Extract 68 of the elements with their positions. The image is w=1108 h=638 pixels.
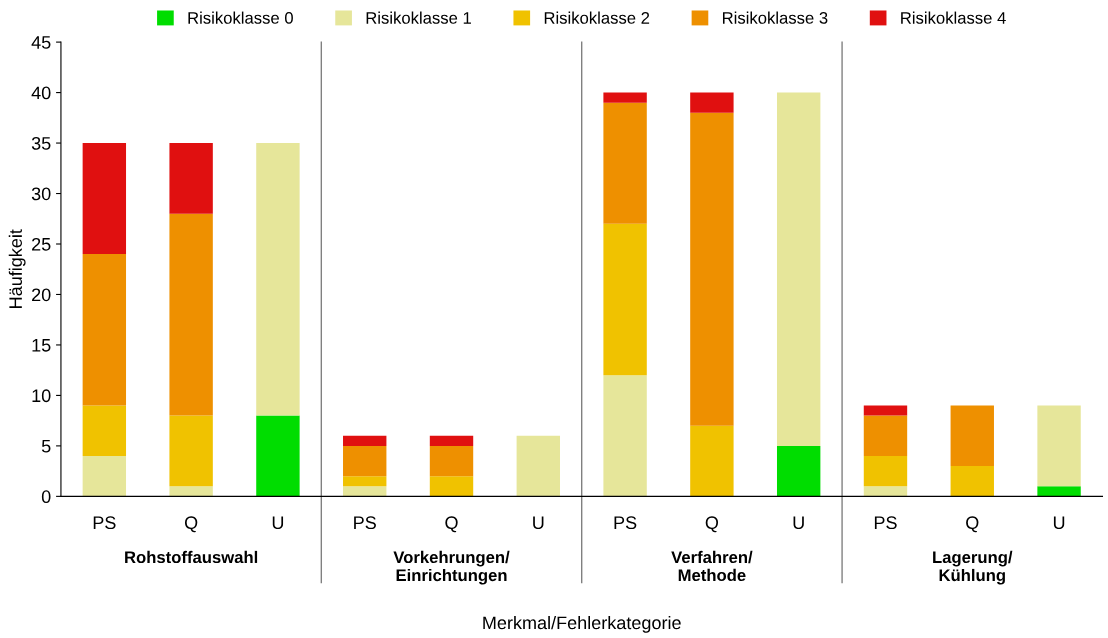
- x-tick-label: PS: [874, 516, 897, 530]
- x-tick-label: U: [1053, 516, 1065, 530]
- bar: [429, 435, 474, 446]
- x-tick-label: PS: [614, 516, 637, 530]
- bar: [169, 415, 213, 487]
- bar: [1037, 486, 1081, 497]
- x-axis-title: Merkmal/Fehlerkategorie: [483, 615, 681, 633]
- bar: [429, 445, 474, 477]
- bar: [863, 455, 908, 487]
- y-tick-label: 40: [31, 86, 51, 100]
- bar: [776, 445, 821, 497]
- bar: [863, 415, 908, 456]
- x-tick-label: PS: [93, 516, 116, 530]
- bar: [82, 143, 127, 255]
- bar: [343, 486, 387, 497]
- x-tick-label: U: [272, 516, 284, 530]
- y-tick-label: 20: [32, 288, 51, 302]
- y-tick-label: 45: [31, 36, 51, 49]
- x-tick-label: Q: [445, 516, 458, 533]
- bar: [169, 486, 213, 497]
- y-tick-label: 30: [31, 187, 51, 201]
- bar: [516, 435, 560, 497]
- bar: [256, 143, 300, 416]
- x-tick-label: U: [533, 516, 544, 530]
- bar: [863, 486, 908, 497]
- bar: [256, 415, 300, 497]
- bar: [82, 455, 127, 497]
- bar: [950, 466, 994, 497]
- bar: [82, 254, 127, 406]
- bar: [690, 92, 734, 113]
- legend-label: Risikoklasse 4: [901, 11, 1006, 24]
- text: Rohstoffauswahl: [125, 550, 258, 564]
- x-tick-label: Q: [184, 516, 198, 533]
- bar: [690, 425, 734, 497]
- legend-label: Risikoklasse 2: [544, 11, 650, 24]
- bar: [776, 92, 821, 446]
- bar: [950, 405, 994, 467]
- y-tick-label: 35: [31, 136, 51, 150]
- y-tick-label: 15: [32, 339, 51, 352]
- x-tick-label: Q: [966, 516, 979, 533]
- bar: [863, 405, 908, 416]
- bar: [429, 476, 474, 497]
- bar: [343, 445, 387, 477]
- legend-label: Risikoklasse 3: [722, 11, 828, 24]
- y-tick-label: 10: [32, 389, 51, 403]
- bar: [603, 102, 647, 224]
- text: Verfahren/ Methode: [671, 550, 753, 582]
- text: Vorkehrungen/ Einrichtungen: [393, 550, 510, 585]
- y-tick-label: 0: [41, 490, 51, 504]
- bar: [169, 213, 213, 416]
- x-tick-label: Q: [705, 516, 719, 533]
- x-tick-label: PS: [354, 516, 376, 530]
- bar: [1037, 405, 1081, 487]
- bar: [343, 435, 387, 446]
- y-tick-label: 5: [41, 440, 51, 453]
- bar: [82, 405, 127, 456]
- bar: [343, 476, 387, 487]
- y-tick-label: 25: [32, 237, 51, 251]
- x-tick-label: U: [793, 516, 804, 530]
- bar: [690, 112, 734, 426]
- bar: [603, 223, 647, 376]
- legend-label: Risikoklasse 0: [188, 11, 293, 24]
- y-axis-title: Häufigkeit: [8, 229, 26, 308]
- bar: [603, 92, 647, 103]
- legend-label: Risikoklasse 1: [366, 11, 471, 24]
- text: Lagerung/ Kühlung: [933, 550, 1013, 585]
- bar: [603, 375, 647, 497]
- bar: [169, 143, 213, 214]
